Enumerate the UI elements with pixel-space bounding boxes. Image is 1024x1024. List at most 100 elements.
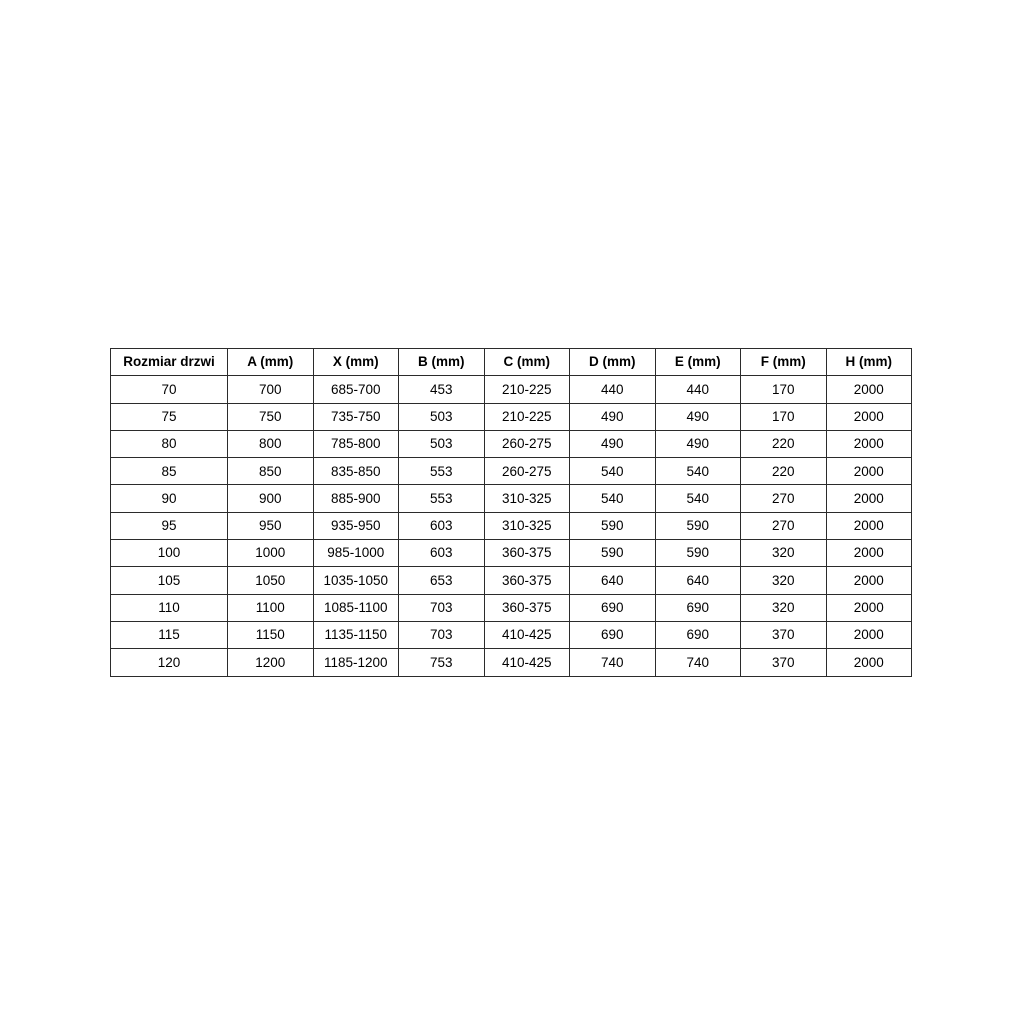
header-row: Rozmiar drzwi A (mm) X (mm) B (mm) C (mm) D (… <box>110 347 912 377</box>
table-cell: 490 <box>654 429 741 459</box>
table-cell: 2000 <box>825 511 912 541</box>
table-cell: 490 <box>569 429 656 459</box>
table-cell: 110 <box>110 593 228 622</box>
spec-table-container: Rozmiar drzwi A (mm) X (mm) B (mm) C (mm) D (… <box>110 347 912 677</box>
table-cell: 690 <box>569 620 656 650</box>
table-cell: 553 <box>398 484 485 513</box>
table-cell: 2000 <box>825 457 912 486</box>
table-cell: 885-900 <box>312 484 399 513</box>
table-cell: 1135-1150 <box>312 620 399 650</box>
table-cell: 320 <box>740 539 827 568</box>
table-cell: 900 <box>227 484 314 513</box>
table-row: 90 900 885-900 553 310-325 540 540 270 2000 <box>110 484 912 513</box>
table-cell: 220 <box>740 429 827 459</box>
table-cell: 503 <box>398 429 485 459</box>
column-header: H (mm) <box>825 347 912 377</box>
table-cell: 700 <box>227 375 314 404</box>
table-cell: 590 <box>569 511 656 541</box>
table-cell: 640 <box>569 566 656 595</box>
table-cell: 453 <box>398 375 485 404</box>
table-cell: 490 <box>569 402 656 431</box>
table-cell: 2000 <box>825 620 912 650</box>
table-cell: 115 <box>110 620 228 650</box>
table-cell: 2000 <box>825 402 912 431</box>
table-cell: 2000 <box>825 648 912 677</box>
table-row: 85 850 835-850 553 260-275 540 540 220 2000 <box>110 457 912 486</box>
table-cell: 690 <box>569 593 656 622</box>
table-cell: 95 <box>110 511 228 541</box>
table-cell: 935-950 <box>312 511 399 541</box>
table-cell: 85 <box>110 457 228 486</box>
table-cell: 270 <box>740 484 827 513</box>
table-cell: 1000 <box>227 539 314 568</box>
table-cell: 985-1000 <box>312 539 399 568</box>
table-cell: 2000 <box>825 566 912 595</box>
table-cell: 2000 <box>825 539 912 568</box>
column-header: B (mm) <box>398 347 485 377</box>
table-cell: 785-800 <box>312 429 399 459</box>
table-cell: 540 <box>654 484 741 513</box>
table-row: 110 1100 1085-1100 703 360-375 690 690 320 2000 <box>110 593 912 622</box>
table-cell: 1050 <box>227 566 314 595</box>
table-cell: 360-375 <box>483 566 570 595</box>
table-cell: 370 <box>740 620 827 650</box>
table-cell: 1150 <box>227 620 314 650</box>
table-cell: 590 <box>654 539 741 568</box>
column-header: X (mm) <box>312 347 399 377</box>
table-cell: 410-425 <box>483 648 570 677</box>
table-cell: 1085-1100 <box>312 593 399 622</box>
table-row: 80 800 785-800 503 260-275 490 490 220 2000 <box>110 429 912 459</box>
table-cell: 270 <box>740 511 827 541</box>
table-head: Rozmiar drzwi A (mm) X (mm) B (mm) C (mm) D (… <box>110 347 912 377</box>
table-cell: 170 <box>740 375 827 404</box>
table-cell: 310-325 <box>483 511 570 541</box>
table-cell: 603 <box>398 511 485 541</box>
table-cell: 540 <box>569 457 656 486</box>
door-dimensions-table: Rozmiar drzwi A (mm) X (mm) B (mm) C (mm) D (… <box>110 347 912 677</box>
table-cell: 370 <box>740 648 827 677</box>
table-cell: 640 <box>654 566 741 595</box>
table-cell: 690 <box>654 620 741 650</box>
table-row: 95 950 935-950 603 310-325 590 590 270 2000 <box>110 511 912 541</box>
table-cell: 1200 <box>227 648 314 677</box>
table-row: 120 1200 1185-1200 753 410-425 740 740 370 2000 <box>110 648 912 677</box>
table-cell: 320 <box>740 593 827 622</box>
column-header: E (mm) <box>654 347 741 377</box>
table-cell: 2000 <box>825 484 912 513</box>
table-cell: 685-700 <box>312 375 399 404</box>
table-cell: 210-225 <box>483 402 570 431</box>
table-row: 75 750 735-750 503 210-225 490 490 170 2000 <box>110 402 912 431</box>
table-cell: 690 <box>654 593 741 622</box>
table-body: 70 700 685-700 453 210-225 440 440 170 2000 75 750… <box>110 375 912 677</box>
table-cell: 70 <box>110 375 228 404</box>
table-cell: 553 <box>398 457 485 486</box>
table-cell: 2000 <box>825 429 912 459</box>
table-cell: 310-325 <box>483 484 570 513</box>
table-cell: 90 <box>110 484 228 513</box>
table-cell: 210-225 <box>483 375 570 404</box>
table-cell: 590 <box>569 539 656 568</box>
table-cell: 740 <box>654 648 741 677</box>
table-cell: 800 <box>227 429 314 459</box>
table-cell: 120 <box>110 648 228 677</box>
table-cell: 835-850 <box>312 457 399 486</box>
table-cell: 740 <box>569 648 656 677</box>
column-header: C (mm) <box>483 347 570 377</box>
column-header: F (mm) <box>740 347 827 377</box>
table-cell: 1100 <box>227 593 314 622</box>
table-cell: 1185-1200 <box>312 648 399 677</box>
table-cell: 540 <box>654 457 741 486</box>
table-row: 115 1150 1135-1150 703 410-425 690 690 370 2000 <box>110 620 912 650</box>
table-cell: 440 <box>654 375 741 404</box>
table-cell: 703 <box>398 620 485 650</box>
table-cell: 1035-1050 <box>312 566 399 595</box>
table-cell: 590 <box>654 511 741 541</box>
table-cell: 220 <box>740 457 827 486</box>
column-header: Rozmiar drzwi <box>110 347 228 377</box>
table-cell: 105 <box>110 566 228 595</box>
column-header: D (mm) <box>569 347 656 377</box>
table-cell: 950 <box>227 511 314 541</box>
table-cell: 360-375 <box>483 539 570 568</box>
table-cell: 540 <box>569 484 656 513</box>
table-cell: 653 <box>398 566 485 595</box>
